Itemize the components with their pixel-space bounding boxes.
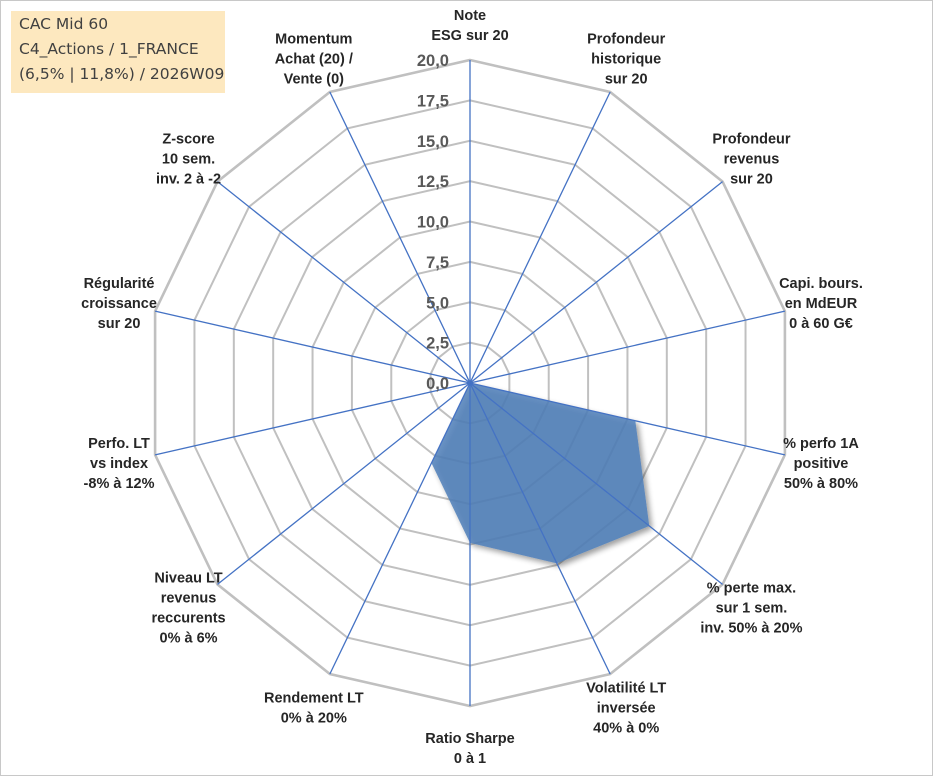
legend-index-name: CAC Mid 60 — [19, 15, 108, 33]
axis-label-3-line-1: en MdEUR — [785, 296, 858, 312]
axis-label-8-line-1: 0% à 20% — [281, 710, 347, 726]
spoke-8 — [330, 383, 470, 674]
axis-label-5-line-0: % perte max. — [707, 580, 796, 596]
axis-label-6-line-0: Volatilité LT — [586, 680, 666, 696]
legend-period: (6,5% | 11,8%) / 2026W09 — [19, 65, 224, 83]
axis-label-1-line-1: historique — [591, 52, 661, 68]
tick-label-4: 10,0 — [417, 214, 449, 232]
axis-label-11-line-1: croissance — [81, 296, 157, 312]
axis-label-9-line-2: reccurents — [151, 610, 225, 626]
axis-label-12-line-2: inv. 2 à -2 — [156, 172, 221, 188]
axis-label-9-line-1: revenus — [161, 590, 217, 606]
axis-label-6-line-1: inversée — [597, 700, 656, 716]
axis-label-6-line-2: 40% à 0% — [593, 720, 659, 736]
legend-category: C4_Actions / 1_FRANCE — [19, 40, 199, 58]
axis-label-5-line-1: sur 1 sem. — [716, 600, 788, 616]
tick-label-0: 0,0 — [426, 375, 449, 393]
axis-label-2-line-0: Profondeur — [712, 132, 790, 148]
axis-label-4-line-2: 50% à 80% — [784, 476, 858, 492]
axis-label-11-line-0: Régularité — [84, 276, 155, 292]
axis-label-4-line-0: % perfo 1A — [783, 436, 859, 452]
tick-label-6: 15,0 — [417, 133, 449, 151]
axis-label-4-line-1: positive — [794, 456, 849, 472]
spoke-1 — [470, 92, 610, 383]
tick-label-8: 20,0 — [417, 52, 449, 70]
axis-label-9-line-0: Niveau LT — [154, 570, 222, 586]
axis-label-10-line-1: vs index — [90, 456, 148, 472]
axis-label-7-line-0: Ratio Sharpe — [425, 731, 514, 747]
axis-label-3-line-0: Capi. bours. — [779, 276, 863, 292]
tick-label-7: 17,5 — [417, 92, 449, 110]
axis-label-0-line-1: ESG sur 20 — [431, 28, 508, 44]
axis-label-2-line-1: revenus — [724, 152, 780, 168]
tick-label-1: 2,5 — [426, 335, 449, 353]
axis-label-9-line-3: 0% à 6% — [160, 630, 218, 646]
axis-label-10-line-0: Perfo. LT — [88, 436, 150, 452]
tick-label-2: 5,0 — [426, 294, 449, 312]
axis-label-8-line-0: Rendement LT — [264, 690, 364, 706]
axis-label-13-line-2: Vente (0) — [284, 72, 345, 88]
axis-label-12-line-0: Z-score — [162, 132, 214, 148]
axis-label-3-line-2: 0 à 60 G€ — [789, 316, 853, 332]
axis-label-11-line-2: sur 20 — [98, 316, 141, 332]
axis-label-1-line-2: sur 20 — [605, 72, 648, 88]
tick-label-5: 12,5 — [417, 173, 449, 191]
axis-label-13-line-1: Achat (20) / — [275, 52, 353, 68]
chart-legend-box: CAC Mid 60 C4_Actions / 1_FRANCE (6,5% |… — [11, 11, 225, 93]
axis-label-13-line-0: Momentum — [275, 32, 352, 48]
axis-label-0-line-0: Note — [454, 8, 486, 24]
tick-label-3: 7,5 — [426, 254, 449, 272]
axis-label-5-line-2: inv. 50% à 20% — [700, 620, 802, 636]
axis-label-2-line-2: sur 20 — [730, 172, 773, 188]
axis-label-1-line-0: Profondeur — [587, 32, 665, 48]
axis-label-12-line-1: 10 sem. — [162, 152, 215, 168]
axis-label-10-line-2: -8% à 12% — [84, 476, 155, 492]
axis-label-7-line-1: 0 à 1 — [454, 751, 486, 767]
